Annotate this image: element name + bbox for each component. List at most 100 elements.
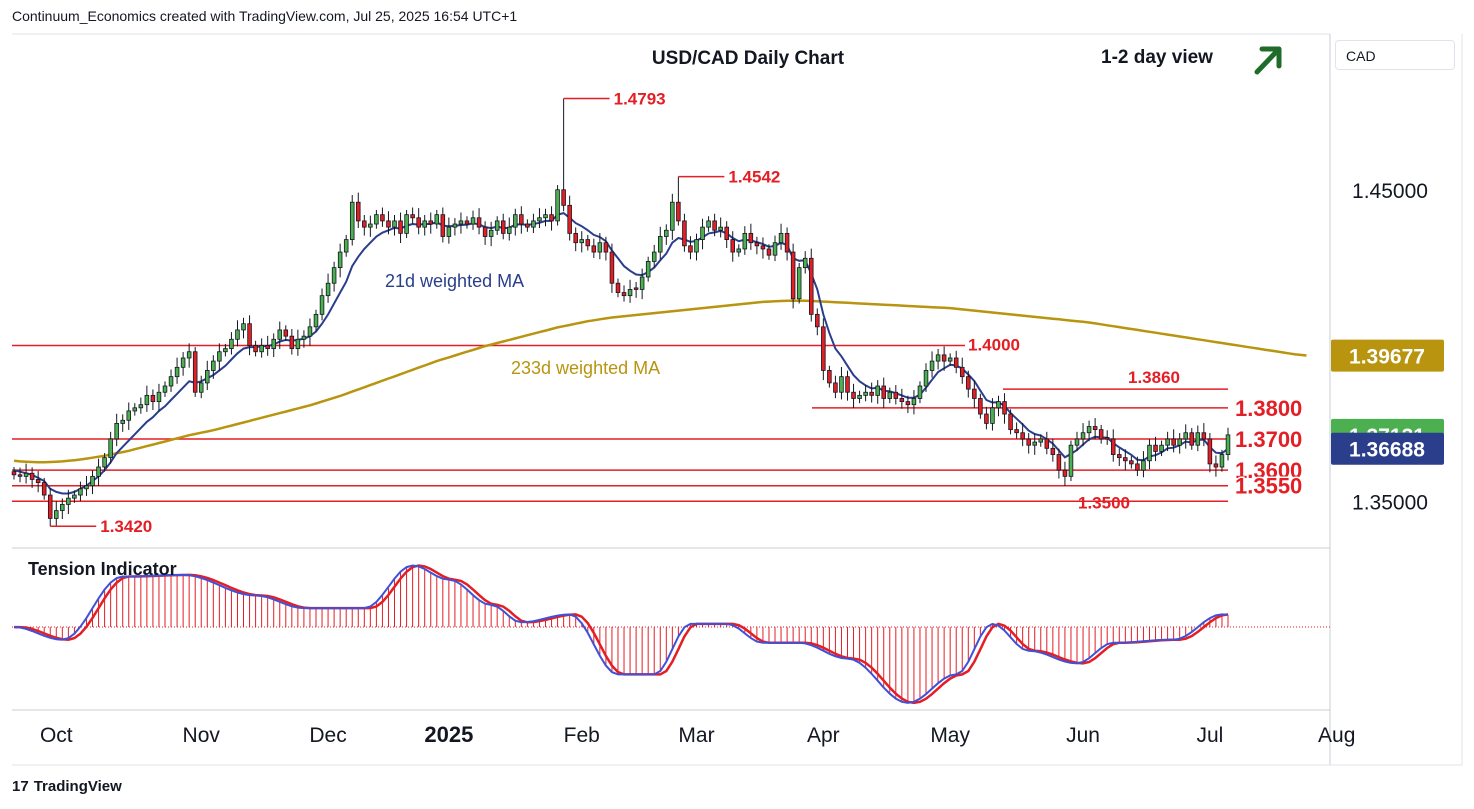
candle-body [452, 223, 458, 228]
candle-body [265, 345, 270, 350]
candle-body [1110, 438, 1116, 455]
candle [694, 233, 699, 261]
candle [839, 367, 844, 400]
candle [494, 216, 500, 235]
candle-body [150, 394, 156, 402]
candle-body [941, 354, 947, 362]
candle [470, 210, 476, 230]
candle-body [990, 407, 995, 424]
price-badge-label: 1.39677 [1349, 346, 1425, 369]
candle [386, 211, 391, 235]
candle [1086, 420, 1092, 442]
candle [966, 370, 971, 398]
candle-body [482, 226, 488, 237]
candle [1147, 439, 1152, 470]
price-tick-label: 1.35000 [1352, 491, 1428, 514]
candle-body [905, 401, 911, 406]
candle-body [857, 394, 862, 399]
candle-body [507, 226, 512, 234]
candle-body [374, 214, 379, 225]
candle [235, 320, 240, 347]
candle [531, 213, 536, 234]
candle [627, 279, 633, 303]
time-axis: Oct Nov Dec 2025 Feb Mar Apr May Jun Jul Aug [40, 722, 1355, 747]
candle [168, 369, 174, 392]
candle [959, 357, 965, 384]
candle-body [1141, 460, 1146, 471]
candle [259, 338, 264, 358]
candle [905, 395, 911, 414]
candle-body [615, 282, 621, 293]
candle [416, 208, 421, 235]
candle [664, 224, 669, 245]
candle-body [60, 503, 65, 512]
price-badge [1331, 432, 1444, 465]
level-label: 1.4000 [968, 336, 1020, 355]
candle [567, 195, 572, 241]
candle-body [694, 239, 699, 253]
candle-body [428, 220, 434, 225]
candle-body [253, 345, 258, 353]
candle-body [766, 248, 772, 256]
candle-body [168, 376, 174, 387]
candle [1002, 393, 1007, 424]
candle [796, 262, 802, 304]
candle [863, 385, 868, 402]
candle [869, 382, 874, 403]
candle [452, 218, 458, 236]
candle-body [519, 214, 524, 225]
candle [561, 98, 566, 212]
time-tick-label: Apr [807, 724, 840, 747]
candle-body [35, 479, 41, 483]
candle-body [17, 474, 23, 477]
candle-body [132, 407, 138, 412]
candle [676, 176, 681, 226]
candle [923, 363, 929, 392]
candle [217, 343, 222, 371]
candle-body [1177, 438, 1182, 446]
candle-body [573, 232, 578, 244]
candle [500, 213, 506, 240]
candle-body [1201, 432, 1207, 440]
candle-body [827, 370, 832, 384]
candle [1074, 431, 1080, 452]
candle-body [978, 398, 983, 415]
candle-body [609, 251, 615, 284]
candle [549, 206, 554, 231]
ma233-path [13, 299, 1307, 464]
candle [754, 236, 760, 255]
candle [356, 192, 361, 229]
candle [47, 487, 53, 527]
candle-body [972, 388, 977, 399]
candle [392, 214, 397, 236]
candle [827, 365, 832, 388]
candle [1135, 456, 1140, 477]
candle [935, 348, 941, 370]
candle [579, 231, 585, 253]
candles [11, 98, 1231, 527]
candle [253, 340, 258, 357]
candle-body [422, 220, 427, 228]
currency-selector[interactable]: CAD [1335, 40, 1455, 70]
candle-body [935, 354, 941, 362]
candle [198, 375, 204, 399]
ma21-line [13, 212, 1229, 495]
candle [428, 212, 434, 234]
candle [718, 217, 723, 238]
candle [211, 355, 216, 379]
candle [289, 329, 295, 355]
candle-body [821, 326, 826, 371]
candle [138, 397, 144, 414]
candle [947, 353, 953, 366]
candle-body [996, 401, 1001, 409]
candle [887, 387, 893, 404]
candle-body [380, 214, 385, 222]
candle [688, 236, 693, 260]
candle [17, 467, 23, 483]
tradingview-logo[interactable]: 17 TradingView [12, 778, 122, 795]
candle [1219, 449, 1225, 472]
candle [1038, 434, 1044, 447]
candle [108, 431, 113, 464]
candle-body [893, 391, 899, 399]
